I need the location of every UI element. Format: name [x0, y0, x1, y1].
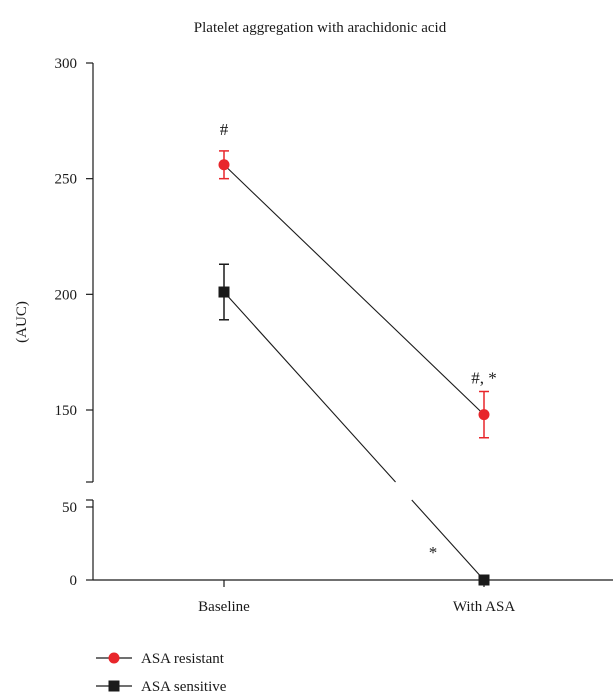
- legend-label: ASA sensitive: [141, 679, 227, 692]
- legend-item: ASA resistant: [96, 651, 225, 667]
- data-point: [218, 286, 230, 298]
- series-1: [218, 263, 490, 586]
- legend-marker: [108, 680, 120, 692]
- legend-item: ASA sensitive: [96, 679, 227, 692]
- y-axis-label: (AUC): [14, 301, 30, 343]
- y-tick-label: 250: [55, 172, 78, 188]
- plot-series: [218, 150, 490, 586]
- data-point: [478, 574, 490, 586]
- chart-title: Platelet aggregation with arachidonic ac…: [194, 20, 447, 36]
- series-line: [223, 164, 485, 416]
- x-tick-label: Baseline: [198, 599, 250, 615]
- significance-mark: *: [429, 543, 438, 562]
- series-0: [218, 150, 490, 439]
- y-tick-label: 50: [62, 500, 77, 516]
- y-ticks: 150 200 250 300 0 50: [55, 56, 93, 589]
- significance-mark: #, *: [471, 368, 497, 387]
- y-tick-label: 0: [70, 573, 78, 589]
- data-point: [218, 159, 230, 171]
- x-axis: Baseline With ASA: [93, 579, 613, 615]
- data-point: [478, 409, 490, 421]
- y-tick-label: 200: [55, 287, 78, 303]
- x-tick-label: With ASA: [453, 599, 515, 615]
- annotations: # #, * *: [220, 120, 497, 562]
- legend-marker: [108, 652, 120, 664]
- legend: ASA resistant ASA sensitive: [96, 651, 227, 692]
- y-tick-label: 300: [55, 56, 78, 72]
- series-line-segment: [411, 499, 485, 581]
- series-line-segment: [223, 291, 396, 483]
- y-tick-label: 150: [55, 403, 78, 419]
- legend-label: ASA resistant: [141, 651, 225, 667]
- y-axis: (AUC) 150 200 250 300 0 50: [14, 56, 94, 589]
- x-ticks: Baseline With ASA: [198, 580, 515, 615]
- significance-mark: #: [220, 120, 229, 139]
